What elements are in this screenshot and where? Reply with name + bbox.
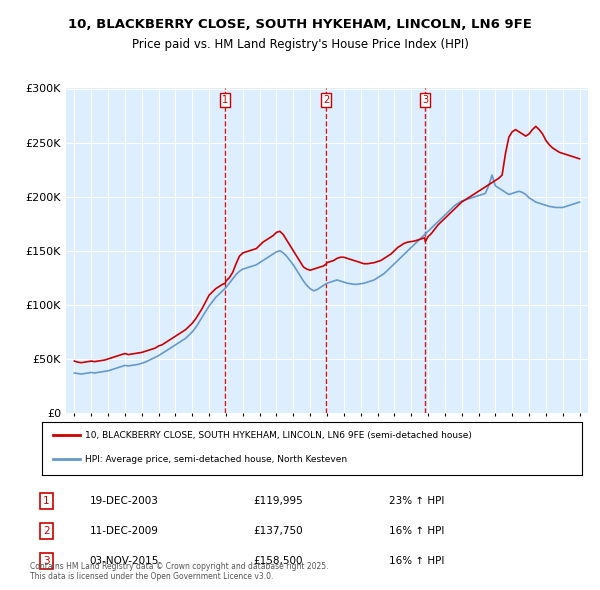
Text: £119,995: £119,995 [254,496,303,506]
Text: 2: 2 [323,95,329,105]
Text: 2: 2 [43,526,50,536]
Text: £137,750: £137,750 [254,526,303,536]
Text: 1: 1 [222,95,229,105]
Text: HPI: Average price, semi-detached house, North Kesteven: HPI: Average price, semi-detached house,… [85,454,347,464]
Text: 10, BLACKBERRY CLOSE, SOUTH HYKEHAM, LINCOLN, LN6 9FE (semi-detached house): 10, BLACKBERRY CLOSE, SOUTH HYKEHAM, LIN… [85,431,472,440]
Text: 11-DEC-2009: 11-DEC-2009 [89,526,158,536]
Text: £158,500: £158,500 [254,556,303,566]
Text: Contains HM Land Registry data © Crown copyright and database right 2025.
This d: Contains HM Land Registry data © Crown c… [30,562,329,581]
Text: 10, BLACKBERRY CLOSE, SOUTH HYKEHAM, LINCOLN, LN6 9FE: 10, BLACKBERRY CLOSE, SOUTH HYKEHAM, LIN… [68,18,532,31]
Text: 23% ↑ HPI: 23% ↑ HPI [389,496,444,506]
Text: Price paid vs. HM Land Registry's House Price Index (HPI): Price paid vs. HM Land Registry's House … [131,38,469,51]
Text: 16% ↑ HPI: 16% ↑ HPI [389,556,444,566]
Text: 1: 1 [43,496,50,506]
Text: 3: 3 [43,556,50,566]
Text: 16% ↑ HPI: 16% ↑ HPI [389,526,444,536]
Text: 19-DEC-2003: 19-DEC-2003 [89,496,158,506]
Text: 03-NOV-2015: 03-NOV-2015 [89,556,158,566]
Text: 3: 3 [422,95,428,105]
